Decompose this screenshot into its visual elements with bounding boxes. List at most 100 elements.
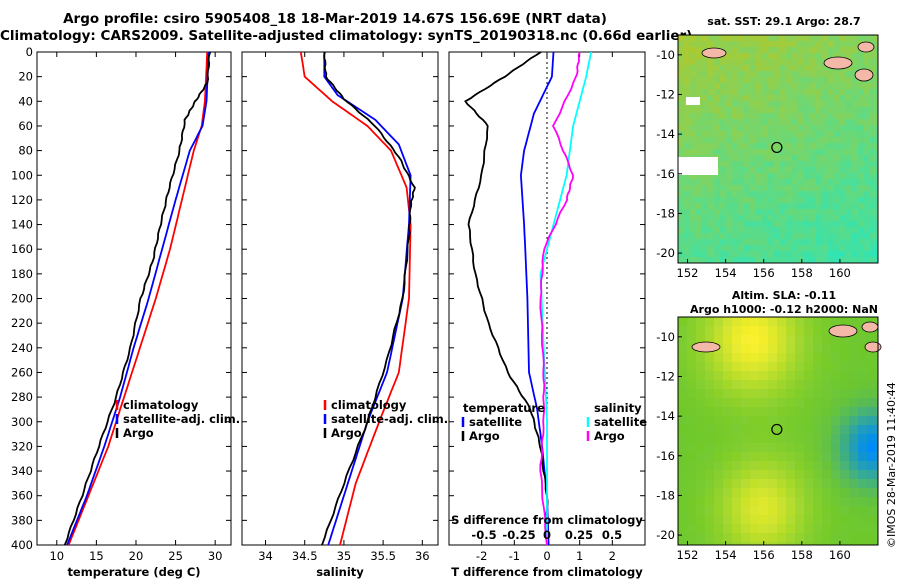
sla-map-cell (786, 335, 795, 344)
sst-map-cell (750, 47, 756, 53)
sst-map-cell (690, 47, 696, 53)
sst-map-cell (864, 227, 870, 233)
sst-map-cell (822, 221, 828, 227)
sst-map-cell (768, 77, 774, 83)
sst-map-cell (858, 239, 864, 245)
sla-map-cell (813, 425, 822, 434)
sst-map-cell (810, 209, 816, 215)
sla-map-cell (723, 452, 732, 461)
sst-map-cell (858, 95, 864, 101)
salinity-xtick-label: 34.5 (292, 549, 318, 563)
sst-map-cell (690, 257, 696, 263)
sla-map-cell (759, 506, 768, 515)
sla-map-cell (840, 461, 849, 470)
sst-map-cell (828, 161, 834, 167)
sla-map-cell (849, 443, 858, 452)
sst-map-cell (714, 185, 720, 191)
sst-map-cell (780, 197, 786, 203)
sst-map-cell (720, 221, 726, 227)
sla-map-cell (732, 362, 741, 371)
sla-map-cell (741, 542, 750, 545)
sst-map-cell (726, 77, 732, 83)
sla-map-cell (678, 443, 687, 452)
sst-map-cell (750, 239, 756, 245)
sla-map-cell (768, 443, 777, 452)
sst-map-cell (864, 209, 870, 215)
sst-map-cell (696, 149, 702, 155)
sla-map-cell (723, 353, 732, 362)
sst-map-cell (804, 167, 810, 173)
sst-map-cell (726, 35, 732, 41)
sst-map-cell (714, 179, 720, 185)
sst-map-cell (726, 161, 732, 167)
sst-map-cell (708, 149, 714, 155)
sst-map-cell (870, 203, 876, 209)
sst-map-frame (677, 34, 879, 264)
sst-map-cell (834, 239, 840, 245)
sst-map-cell (768, 167, 774, 173)
sst-map-cell (870, 131, 876, 137)
sst-map-cell (858, 35, 864, 41)
sst-map-cell (864, 89, 870, 95)
sla-map-cell (777, 452, 786, 461)
sst-map-cell (726, 95, 732, 101)
sst-map-cell (678, 113, 684, 119)
sla-map-cell (849, 398, 858, 407)
sst-map-cell (678, 77, 684, 83)
sst-map-cell (678, 83, 684, 89)
sla-map-ytick-label: -20 (656, 528, 675, 542)
sst-map-cell (726, 119, 732, 125)
sst-map-cell (840, 215, 846, 221)
sla-map-cell (705, 380, 714, 389)
sla-map-cell (849, 542, 858, 545)
sla-map-cell (777, 353, 786, 362)
sla-map-cell (786, 515, 795, 524)
sst-map-cell (852, 77, 858, 83)
sla-map-cell (723, 542, 732, 545)
sst-map-title: sat. SST: 29.1 Argo: 28.7 (707, 15, 861, 28)
temperature-series-climatology (67, 51, 209, 546)
sst-map-cell (768, 107, 774, 113)
sst-map-cell (834, 203, 840, 209)
sst-map-cell (774, 251, 780, 257)
sla-map-cell (768, 452, 777, 461)
sst-map-cell (678, 89, 684, 95)
sst-map-cell (804, 101, 810, 107)
sla-map-cell (840, 533, 849, 542)
sst-map-cell (870, 221, 876, 227)
sla-map-cell (858, 434, 867, 443)
sla-map-cell (732, 461, 741, 470)
sla-map-cell (867, 407, 876, 416)
sst-map-cell (756, 65, 762, 71)
sst-map-cell (858, 83, 864, 89)
sst-map-cell (732, 35, 738, 41)
sst-map-cell (744, 35, 750, 41)
sst-map-cell (852, 257, 858, 263)
sla-map-cell (750, 488, 759, 497)
sst-map-cell (732, 101, 738, 107)
sla-map-cell (867, 533, 876, 542)
sst-map-cell (810, 191, 816, 197)
sla-map-cell (813, 470, 822, 479)
sst-map-cell (714, 215, 720, 221)
sla-map-cell (768, 434, 777, 443)
sst-map-cell (786, 149, 792, 155)
sst-map-cell (864, 167, 870, 173)
sst-map-cell (858, 185, 864, 191)
sla-map-cell (741, 407, 750, 416)
sla-map-cell (831, 362, 840, 371)
sla-map-cell (768, 533, 777, 542)
sst-map-cell (750, 101, 756, 107)
sla-map-cell (795, 416, 804, 425)
sla-map-land (861, 321, 879, 333)
sst-map-cell (834, 131, 840, 137)
sst-map-cell (786, 101, 792, 107)
sla-map-ytick-label: -12 (656, 369, 675, 383)
sst-map-cell (804, 125, 810, 131)
temperature-legend-label: Argo (123, 426, 154, 440)
sst-map-cell (786, 191, 792, 197)
sst-map-cell (708, 35, 714, 41)
sla-map-cell (750, 506, 759, 515)
difference-xlabel: T difference from climatology (451, 565, 643, 579)
sst-map-cell (714, 203, 720, 209)
